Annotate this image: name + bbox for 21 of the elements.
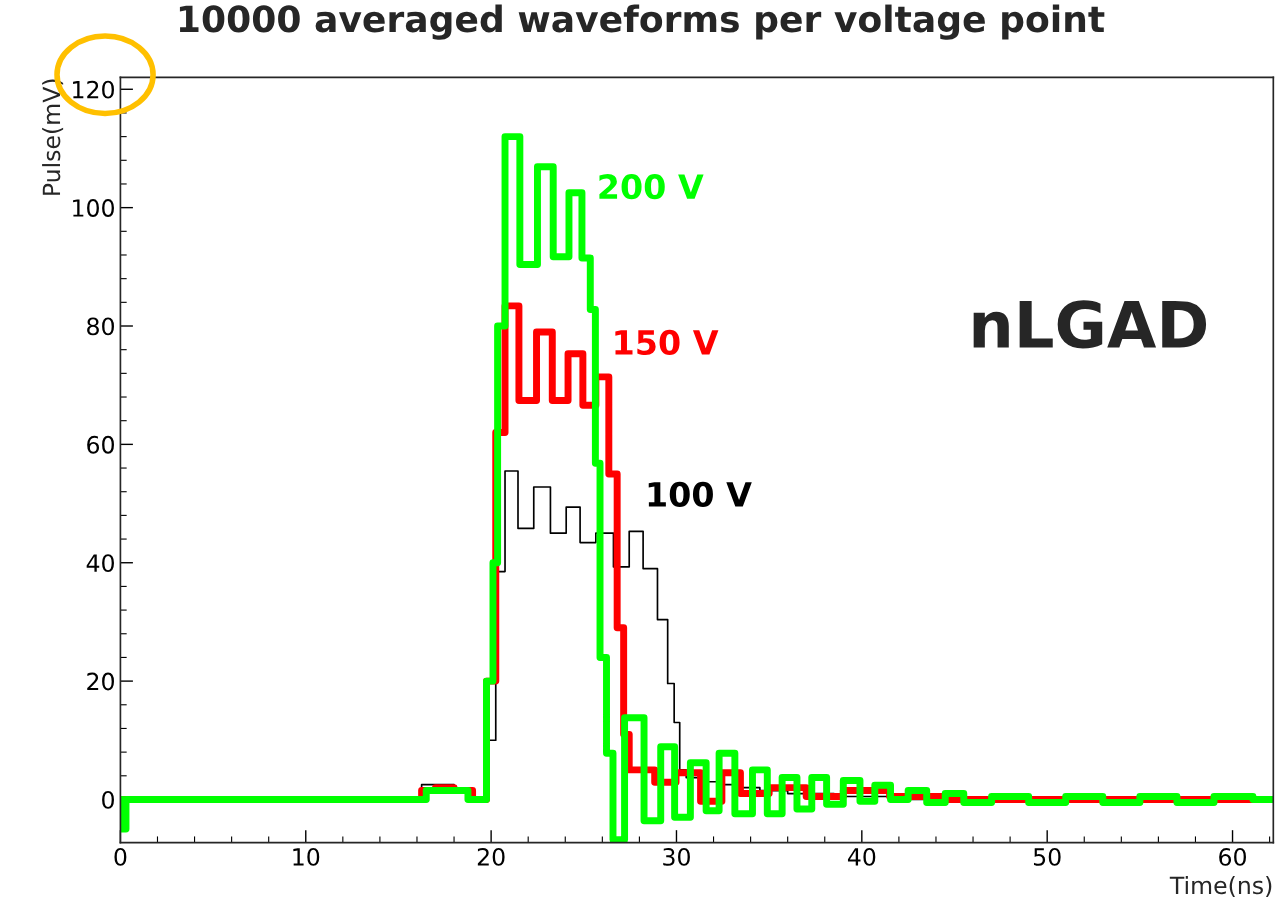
annotation: nLGAD: [973, 300, 1207, 349]
x-tick-label: 50: [1033, 847, 1061, 866]
x-tick-label: 20: [477, 847, 505, 866]
x-axis-title: Time(ns): [1169, 875, 1272, 897]
x-tick-label: 10: [293, 847, 320, 866]
chart-title: 10000 averaged waveforms per voltage point: [179, 4, 1105, 40]
y-tick-label: 60: [87, 435, 114, 454]
y-axis-title: Pulse(mV): [42, 79, 64, 195]
y-tick-label: 120: [73, 80, 114, 99]
y-tick-label: 40: [86, 554, 114, 573]
series-label: 200 V: [599, 174, 704, 200]
x-tick-label: 0: [114, 847, 127, 866]
y-tick-label: 100: [73, 199, 114, 217]
y-tick-label: 0: [102, 790, 114, 809]
x-tick-label: 60: [1219, 847, 1246, 866]
x-tick-label: 40: [847, 847, 876, 866]
series-label: 100 V: [648, 481, 752, 507]
y-tick-label: 80: [87, 317, 114, 336]
x-tick-label: 30: [663, 847, 690, 866]
series-label: 150 V: [615, 329, 719, 356]
y-tick-label: 20: [87, 672, 114, 691]
